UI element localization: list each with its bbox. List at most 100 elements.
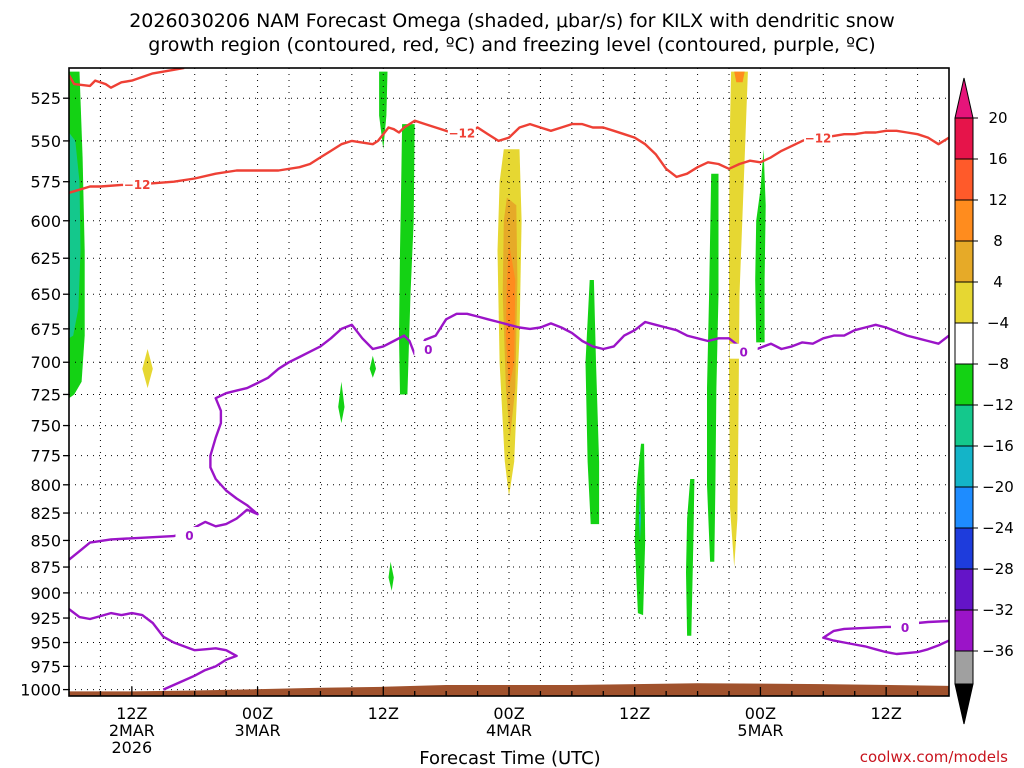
colorbar-label: −24: [982, 519, 1014, 537]
omega-shading-layer: [69, 71, 766, 636]
y-tick-label: 775: [30, 447, 61, 466]
dgz-label-2-bg: [447, 124, 476, 140]
omega-shade-region-4: [399, 124, 415, 395]
freezing-level-contour-3: [69, 608, 238, 691]
colorbar: 20 16 12 8 4 −4 −8 −12 −16 −20 −24 −28 −32 −36: [954, 77, 1014, 725]
omega-shade-region-2: [142, 349, 153, 389]
y-tick-label: 525: [30, 89, 61, 108]
omega-shade-region-10: [505, 243, 516, 389]
x-tick-label: 2026: [111, 738, 152, 757]
colorbar-label: 8: [993, 232, 1003, 250]
colorbar-label: 4: [993, 273, 1003, 291]
y-tick-label: 675: [30, 320, 61, 339]
y-tick-label: 650: [30, 285, 61, 304]
omega-shade-region-17: [755, 149, 766, 343]
colorbar-swatch: [954, 363, 974, 406]
colorbar-swatch: [954, 568, 974, 611]
colorbar-bottom-triangle: [954, 683, 974, 725]
y-tick-label: 725: [30, 385, 61, 404]
y-tick-label: 700: [30, 353, 61, 372]
colorbar-label: −20: [982, 478, 1014, 496]
omega-shade-region-1: [69, 132, 81, 339]
dgz-label-3-bg: [804, 129, 833, 145]
y-axis: 525 550 575 600 625 650 675 700 725 750 775 800 825 8…: [20, 89, 69, 700]
x-tick-label: 12Z: [116, 704, 147, 723]
freezing-label-2-bg: [414, 341, 443, 357]
omega-shade-region-15: [707, 173, 719, 562]
chart-title-line-2: growth region (contoured, red, ºC) and f…: [148, 34, 875, 56]
omega-shade-region-13: [638, 490, 641, 541]
dgz-label-1: −12: [124, 178, 151, 192]
freezing-label-4: 0: [901, 621, 909, 635]
freezing-label-2: 0: [424, 343, 432, 357]
x-tick-label: 00Z: [493, 704, 524, 723]
contour-labels: −12 −12 −12 0 0 0 0: [123, 124, 919, 635]
dgz-label-3: −12: [805, 132, 832, 146]
colorbar-label: −12: [982, 396, 1014, 414]
colorbar-label: −28: [982, 560, 1014, 578]
y-tick-label: 550: [30, 132, 61, 151]
colorbar-swatch: [954, 199, 974, 242]
colorbar-label: −32: [982, 601, 1014, 619]
y-tick-label: 975: [30, 657, 61, 676]
colorbar-swatch: [954, 240, 974, 283]
colorbar-swatch: [954, 281, 974, 324]
dgz-label-2: −12: [448, 127, 475, 141]
colorbar-swatch: [954, 158, 974, 201]
y-tick-label: 875: [30, 558, 61, 577]
y-tick-label: 850: [30, 531, 61, 550]
freezing-label-3-bg: [729, 343, 758, 359]
colorbar-label: −8: [987, 355, 1009, 373]
omega-shade-region-7: [388, 561, 394, 591]
x-tick-label: 00Z: [745, 704, 776, 723]
y-tick-label: 575: [30, 173, 61, 192]
y-tick-label: 950: [30, 634, 61, 653]
colorbar-label: −4: [987, 314, 1009, 332]
y-tick-label: 600: [30, 212, 61, 231]
freezing-label-1-bg: [175, 527, 204, 543]
x-tick-label: 12Z: [368, 704, 399, 723]
freezing-label-1: 0: [185, 529, 193, 543]
y-tick-label: 900: [30, 584, 61, 603]
freezing-label-3: 0: [739, 346, 747, 360]
omega-shade-region-14: [686, 479, 695, 636]
colorbar-swatch: [954, 527, 974, 570]
credit-text: coolwx.com/models: [860, 748, 1008, 766]
dgz-contour-0: [69, 68, 185, 89]
y-tick-label: 1000: [20, 681, 61, 700]
chart-title-line-1: 2026030206 NAM Forecast Omega (shaded, μ…: [129, 10, 895, 32]
x-tick-label: 4MAR: [486, 721, 532, 740]
x-tick-label: 12Z: [870, 704, 901, 723]
colorbar-swatch: [954, 609, 974, 652]
colorbar-label: −16: [982, 437, 1014, 455]
omega-shade-region-5: [369, 355, 376, 378]
dgz-label-1-bg: [123, 176, 152, 192]
colorbar-label: −36: [982, 642, 1014, 660]
colorbar-swatch: [954, 486, 974, 529]
x-axis-label: Forecast Time (UTC): [419, 748, 600, 768]
colorbar-swatch: [954, 404, 974, 447]
omega-shade-region-16: [729, 71, 748, 567]
colorbar-swatch: [954, 117, 974, 160]
y-tick-label: 800: [30, 476, 61, 495]
x-tick-label: 5MAR: [737, 721, 783, 740]
colorbar-label: 16: [988, 150, 1007, 168]
colorbar-label: 20: [988, 109, 1007, 127]
x-tick-label: 00Z: [242, 704, 273, 723]
y-tick-label: 750: [30, 417, 61, 436]
omega-shade-region-18: [734, 71, 745, 83]
freezing-level-contour-2: [69, 312, 949, 561]
y-tick-label: 925: [30, 609, 61, 628]
omega-shade-region-11: [585, 280, 600, 525]
y-tick-label: 625: [30, 249, 61, 268]
colorbar-swatch: [954, 650, 974, 685]
freezing-label-4-bg: [891, 618, 919, 634]
colorbar-swatch: [954, 445, 974, 488]
x-tick-label: 12Z: [619, 704, 650, 723]
x-tick-label: 3MAR: [235, 721, 281, 740]
colorbar-top-triangle: [954, 77, 974, 119]
y-tick-label: 825: [30, 504, 61, 523]
colorbar-label: 12: [988, 191, 1007, 209]
